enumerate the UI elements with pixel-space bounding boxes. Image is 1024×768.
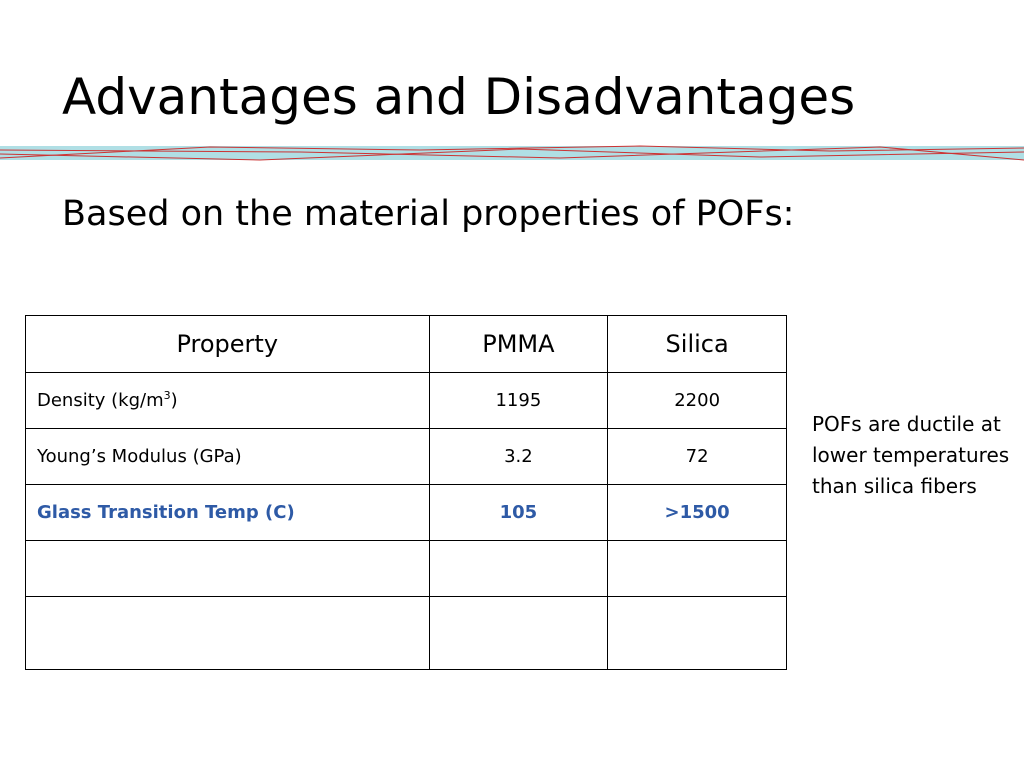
slide-subtitle: Based on the material properties of POFs… — [62, 194, 795, 234]
decorative-band — [0, 145, 1024, 161]
table-row: Young’s Modulus (GPa) 3.2 72 — [25, 428, 787, 485]
cell-property — [25, 596, 430, 670]
cell-property — [25, 540, 430, 597]
side-note: POFs are ductile at lower temperatures t… — [812, 412, 1010, 498]
superscript: 3 — [163, 389, 171, 402]
table-row-highlighted: Glass Transition Temp (C) 105 >1500 — [25, 484, 787, 541]
table-row: Density (kg/m3) 1195 2200 — [25, 372, 787, 429]
properties-table: Property PMMA Silica Density (kg/m3) 119… — [25, 315, 787, 670]
cell-silica: >1500 — [607, 484, 787, 541]
header-silica: Silica — [607, 315, 787, 373]
cell-pmma: 105 — [428, 484, 609, 541]
table-row-empty — [25, 596, 787, 670]
cell-silica — [607, 540, 787, 597]
cell-pmma — [428, 540, 609, 597]
cell-pmma: 1195 — [428, 372, 609, 429]
cell-pmma — [428, 596, 609, 670]
cell-silica: 2200 — [607, 372, 787, 429]
property-text: Density (kg/m — [37, 390, 164, 411]
cell-property: Young’s Modulus (GPa) — [25, 428, 430, 485]
property-suffix: ) — [170, 390, 178, 411]
header-property: Property — [25, 315, 430, 373]
table-row-empty — [25, 540, 787, 597]
cell-pmma: 3.2 — [428, 428, 609, 485]
cell-silica — [607, 596, 787, 670]
cell-silica: 72 — [607, 428, 787, 485]
cell-property: Density (kg/m3) — [25, 372, 430, 429]
cell-property: Glass Transition Temp (C) — [25, 484, 430, 541]
table-header-row: Property PMMA Silica — [25, 315, 787, 373]
slide-title: Advantages and Disadvantages — [62, 68, 856, 126]
header-pmma: PMMA — [428, 315, 609, 373]
